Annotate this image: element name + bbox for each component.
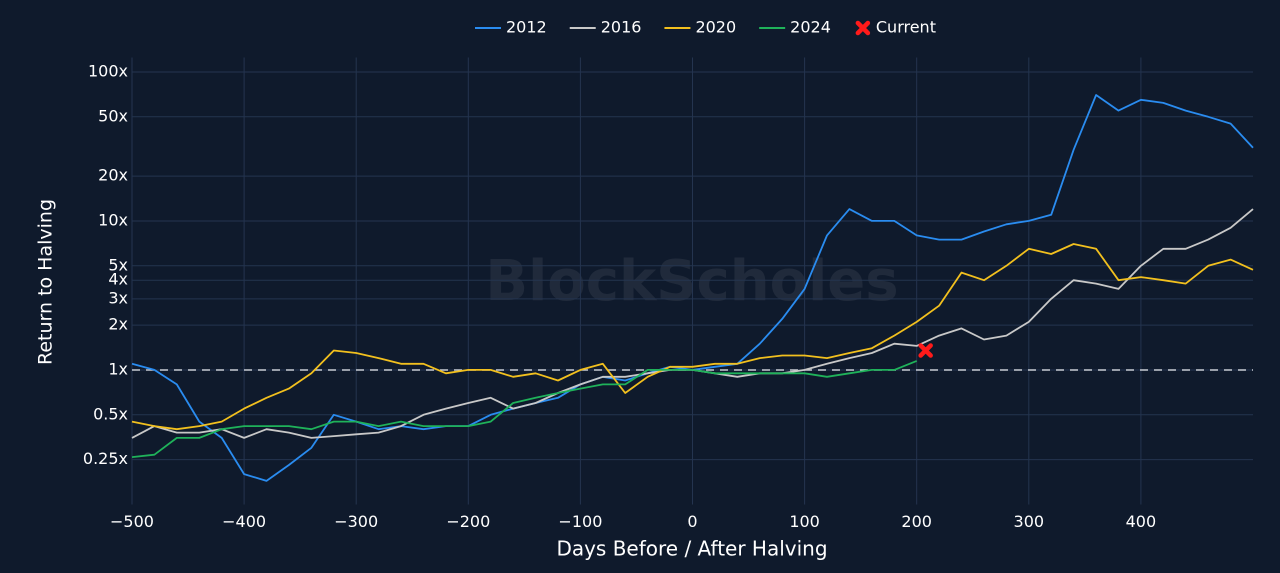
series-line bbox=[131, 243, 1254, 431]
legend-swatch bbox=[855, 20, 871, 36]
x-tick-label: −300 bbox=[334, 512, 378, 531]
y-tick-label: 1x bbox=[108, 359, 128, 378]
x-tick-label: −400 bbox=[222, 512, 266, 531]
current-marker bbox=[918, 343, 933, 358]
y-tick-label: 0.25x bbox=[83, 449, 128, 468]
series-line bbox=[131, 360, 918, 458]
legend-label: 2020 bbox=[695, 18, 736, 37]
x-tick-label: 300 bbox=[1014, 512, 1045, 531]
x-tick-label: −100 bbox=[558, 512, 602, 531]
legend-label: 2012 bbox=[506, 18, 547, 37]
legend-label: Current bbox=[876, 18, 936, 37]
x-tick-label: 100 bbox=[789, 512, 820, 531]
x-axis-title: Days Before / After Halving bbox=[556, 537, 827, 561]
y-tick-label: 5x bbox=[108, 255, 128, 274]
x-tick-label: −500 bbox=[110, 512, 154, 531]
legend-label: 2024 bbox=[790, 18, 831, 37]
x-tick-label: 400 bbox=[1126, 512, 1157, 531]
x-tick-label: 0 bbox=[687, 512, 697, 531]
y-tick-label: 0.5x bbox=[93, 404, 128, 423]
y-tick-label: 4x bbox=[108, 270, 128, 289]
y-tick-label: 20x bbox=[98, 166, 128, 185]
y-axis-title: Return to Halving bbox=[35, 199, 57, 365]
y-tick-label: 100x bbox=[88, 61, 128, 80]
x-tick-label: −200 bbox=[446, 512, 490, 531]
y-tick-label: 50x bbox=[98, 106, 128, 125]
y-tick-label: 10x bbox=[98, 210, 128, 229]
y-tick-label: 2x bbox=[108, 315, 128, 334]
x-tick-label: 200 bbox=[901, 512, 932, 531]
legend-label: 2016 bbox=[601, 18, 642, 37]
y-tick-label: 3x bbox=[108, 288, 128, 307]
